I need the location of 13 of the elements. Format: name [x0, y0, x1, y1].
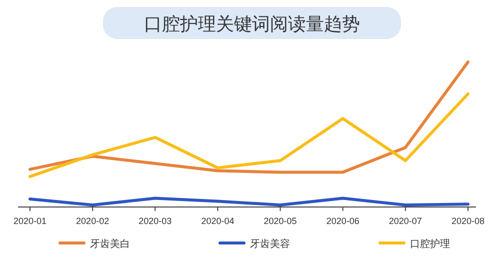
x-tick-label: 2020-07	[388, 216, 422, 226]
legend-label: 口腔护理	[410, 238, 450, 250]
x-tick-label: 2020-02	[76, 216, 110, 226]
x-tick-label: 2020-05	[264, 216, 297, 226]
chart-title: 口腔护理关键词阅读量趋势	[144, 14, 360, 34]
x-tick-label: 2020-04	[201, 216, 234, 226]
legend-label: 牙齿美白	[90, 238, 130, 250]
x-tick-label: 2020-06	[326, 216, 360, 226]
x-tick-label: 2020-08	[451, 216, 485, 226]
x-tick-label: 2020-03	[138, 216, 172, 226]
x-tick-label: 2020-01	[13, 216, 47, 226]
title: 口腔护理关键词阅读量趋势	[103, 7, 401, 39]
legend-label: 牙齿美容	[250, 238, 290, 250]
